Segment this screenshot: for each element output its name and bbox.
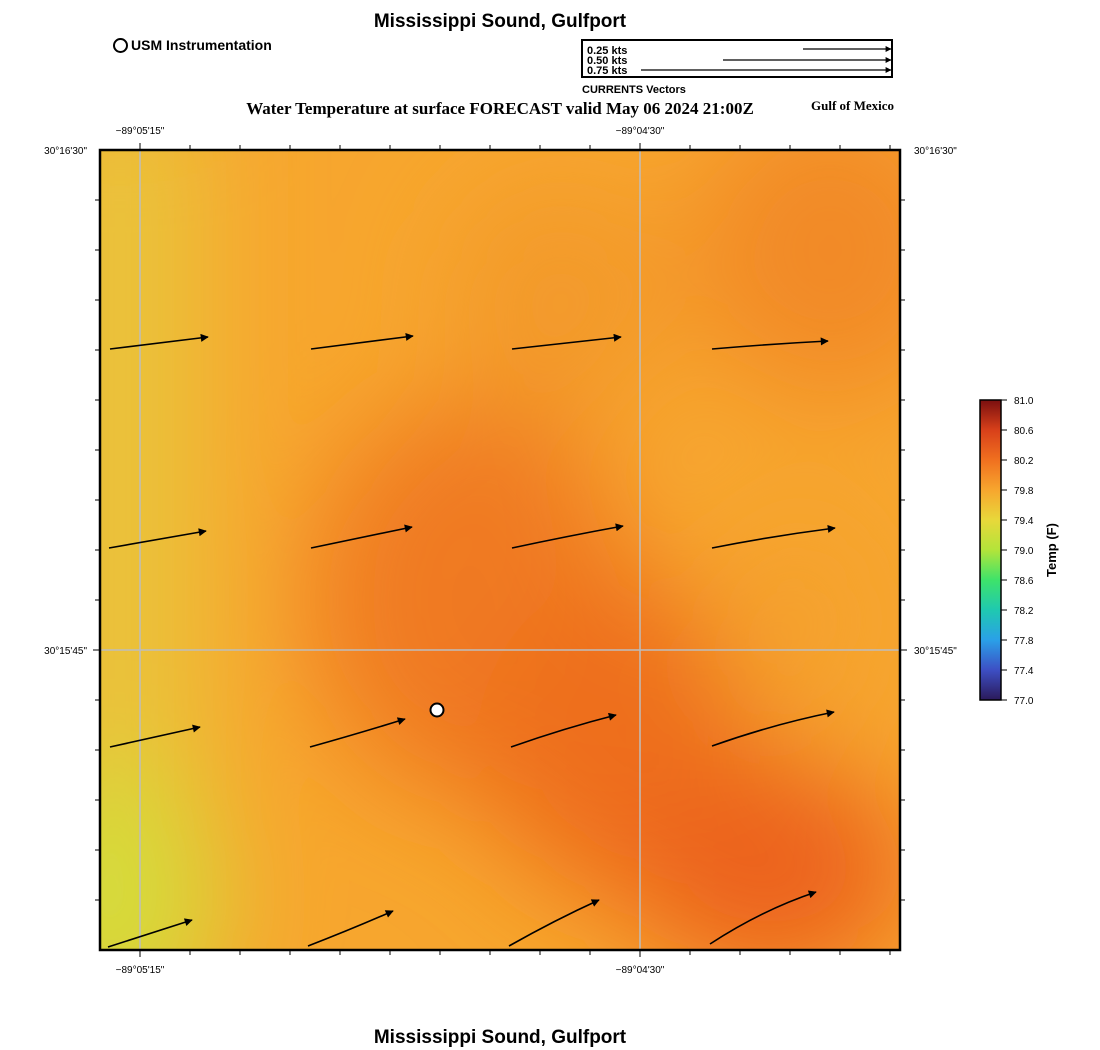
current-vector-arrow <box>108 528 207 549</box>
lon-label-bottom-1: −89°05'15" <box>116 965 165 976</box>
vector-legend-label-2: 0.50 kts <box>587 55 628 67</box>
colorbar-title: Temp (F) <box>1044 523 1059 577</box>
region-label: Gulf of Mexico <box>811 98 895 113</box>
lon-label-top-2: −89°04'30" <box>616 126 665 137</box>
current-vector-arrow <box>711 524 836 549</box>
current-vector-arrow <box>310 524 413 549</box>
vector-legend-box: 0.25 kts 0.50 kts 0.75 kts <box>581 39 893 78</box>
usm-legend-icon <box>113 37 128 53</box>
current-vector-arrow <box>109 724 201 748</box>
lat-label-right-1: 30°16'30" <box>914 146 957 157</box>
graticule <box>100 150 900 950</box>
colorbar-gradient <box>979 399 1002 701</box>
colorbar-tick-label: 79.8 <box>1014 486 1034 497</box>
colorbar-tick-label: 78.6 <box>1014 576 1034 587</box>
vector-legend-title: CURRENTS Vectors <box>582 84 686 96</box>
lat-label-left-2: 30°15'45" <box>44 646 87 657</box>
forecast-title: Water Temperature at surface FORECAST va… <box>246 99 754 118</box>
current-vector-arrow <box>709 890 817 945</box>
vector-legend-arrows <box>641 46 892 73</box>
colorbar-tick-label: 79.0 <box>1014 546 1034 557</box>
colorbar-tick-label: 77.0 <box>1014 696 1034 707</box>
colorbar-tick-label: 80.2 <box>1014 456 1034 467</box>
colorbar-tick-label: 78.2 <box>1014 606 1034 617</box>
frame-ticks <box>93 143 907 957</box>
colorbar: 81.0 80.6 80.2 79.8 79.4 79.0 78.6 78.2 77.8 77.4… <box>979 396 1059 707</box>
vector-legend-label-3: 0.75 kts <box>587 65 628 77</box>
current-vector-arrow <box>309 717 406 748</box>
colorbar-tick-label: 79.4 <box>1014 516 1034 527</box>
temperature-field <box>100 150 900 950</box>
usm-station-marker[interactable] <box>429 702 445 718</box>
current-vector-arrow <box>511 523 624 549</box>
lat-label-right-2: 30°15'45" <box>914 646 957 657</box>
current-vectors <box>107 332 836 948</box>
usm-legend: USM Instrumentation <box>113 37 272 53</box>
lon-label-bottom-2: −89°04'30" <box>616 965 665 976</box>
current-vector-arrow <box>711 709 835 747</box>
current-vector-arrow <box>109 333 209 350</box>
colorbar-tick-label: 81.0 <box>1014 396 1034 407</box>
current-vector-arrow <box>508 899 600 947</box>
colorbar-tick-label: 77.4 <box>1014 666 1034 677</box>
current-vector-arrow <box>310 332 414 350</box>
current-vector-arrow <box>307 910 394 947</box>
usm-legend-label: USM Instrumentation <box>131 37 272 53</box>
current-vector-arrow <box>711 337 829 350</box>
footer-title: Mississippi Sound, Gulfport <box>373 1027 627 1048</box>
current-vector-arrow <box>510 712 617 748</box>
map-title: Mississippi Sound, Gulfport <box>373 11 627 32</box>
lon-label-top-1: −89°05'15" <box>116 126 165 137</box>
vector-legend-label-1: 0.25 kts <box>587 45 628 57</box>
current-vector-arrow <box>107 918 193 948</box>
colorbar-tick-label: 80.6 <box>1014 426 1034 437</box>
colorbar-tick-label: 77.8 <box>1014 636 1034 647</box>
lat-label-left-1: 30°16'30" <box>44 146 87 157</box>
current-vector-arrow <box>511 333 622 350</box>
